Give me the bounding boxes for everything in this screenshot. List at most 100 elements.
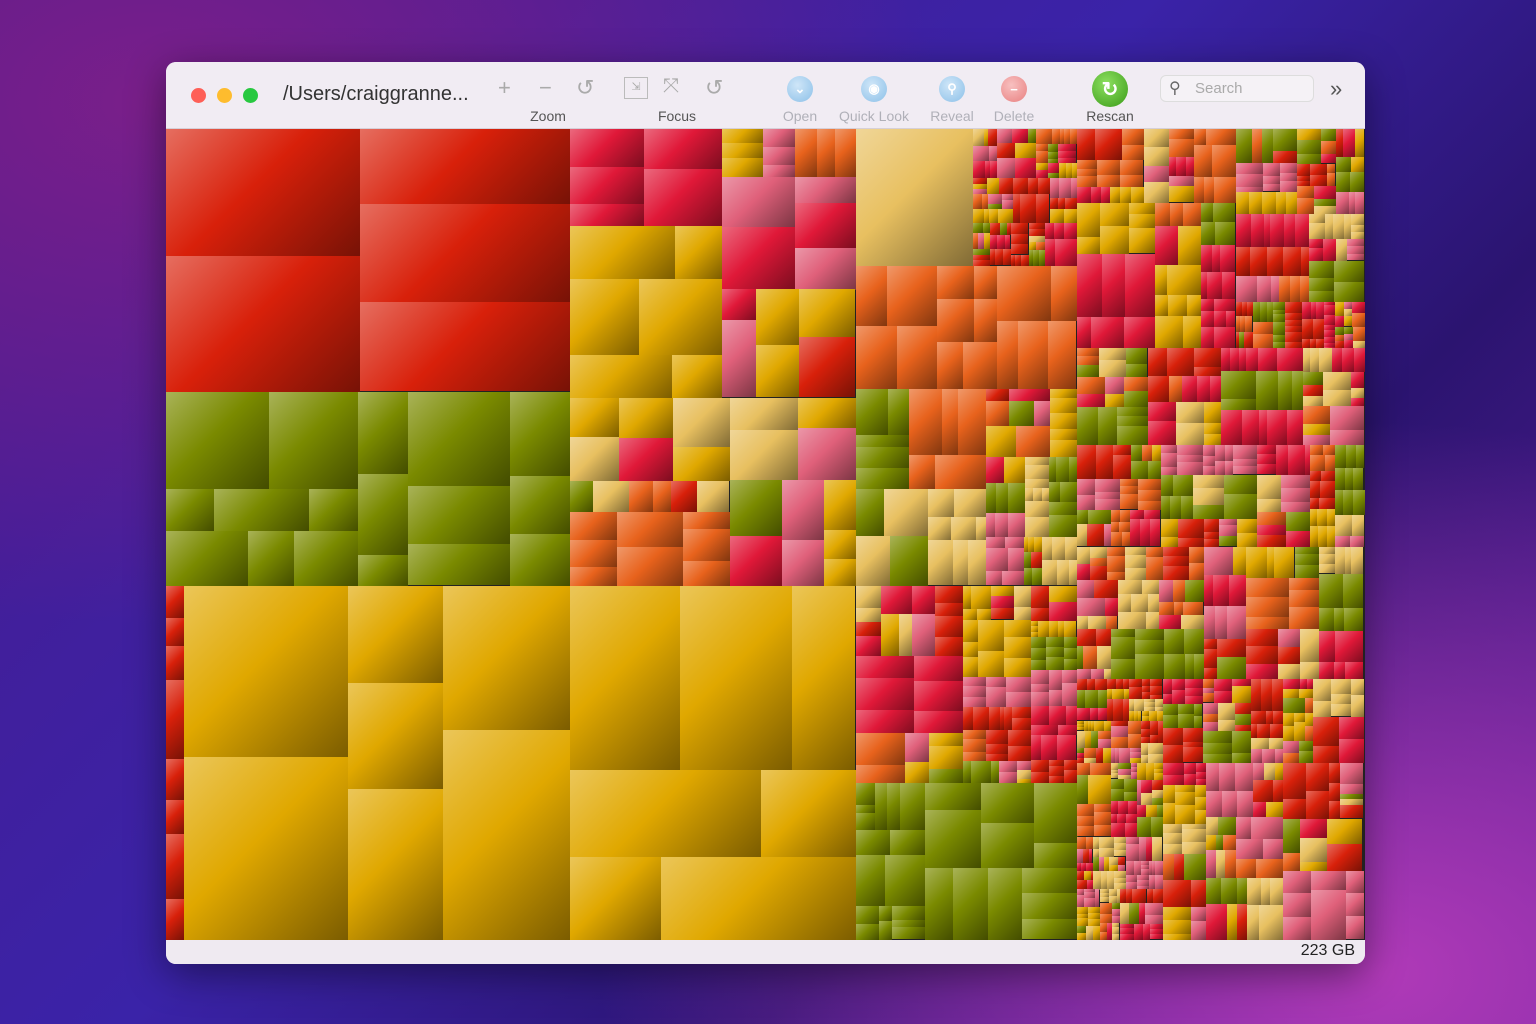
file-block[interactable] xyxy=(1025,457,1049,465)
file-block[interactable] xyxy=(1109,896,1117,903)
file-block[interactable] xyxy=(1173,580,1185,602)
file-block[interactable] xyxy=(1354,348,1365,372)
file-block[interactable] xyxy=(798,398,856,428)
file-block[interactable] xyxy=(570,226,675,279)
file-block[interactable] xyxy=(795,129,817,177)
file-block[interactable] xyxy=(1286,512,1310,531)
file-block[interactable] xyxy=(1077,926,1086,933)
file-block[interactable] xyxy=(1319,498,1335,509)
file-block[interactable] xyxy=(1203,445,1215,456)
focus-out-icon[interactable]: ⤧ xyxy=(663,75,679,97)
file-block[interactable] xyxy=(1095,492,1120,499)
file-block[interactable] xyxy=(1141,793,1152,805)
file-block[interactable] xyxy=(1077,580,1094,598)
file-block[interactable] xyxy=(1351,679,1364,695)
file-block[interactable] xyxy=(1300,838,1327,862)
file-block[interactable] xyxy=(184,586,348,757)
file-block[interactable] xyxy=(1204,575,1213,606)
file-block[interactable] xyxy=(1212,145,1236,177)
file-block[interactable] xyxy=(570,512,617,540)
file-block[interactable] xyxy=(1077,187,1091,203)
file-block[interactable] xyxy=(1123,699,1129,721)
file-block[interactable] xyxy=(1321,154,1336,163)
file-block[interactable] xyxy=(1242,410,1259,445)
file-block[interactable] xyxy=(1095,889,1099,907)
file-block[interactable] xyxy=(1189,547,1204,563)
file-block[interactable] xyxy=(875,783,887,830)
file-block[interactable] xyxy=(1272,679,1283,711)
file-block[interactable] xyxy=(1000,223,1007,235)
file-block[interactable] xyxy=(1109,889,1117,896)
file-block[interactable] xyxy=(1049,502,1077,515)
file-block[interactable] xyxy=(1257,445,1276,454)
file-block[interactable] xyxy=(1349,192,1355,214)
file-block[interactable] xyxy=(1008,746,1031,761)
file-block[interactable] xyxy=(1034,401,1050,426)
file-block[interactable] xyxy=(824,480,857,530)
file-block[interactable] xyxy=(1100,932,1107,940)
file-block[interactable] xyxy=(1201,311,1214,327)
file-block[interactable] xyxy=(1163,763,1184,775)
file-block[interactable] xyxy=(1309,291,1334,302)
file-block[interactable] xyxy=(1237,904,1247,940)
file-block[interactable] xyxy=(1050,440,1077,457)
file-block[interactable] xyxy=(1077,690,1085,708)
file-block[interactable] xyxy=(976,517,987,540)
file-block[interactable] xyxy=(1351,547,1363,574)
file-block[interactable] xyxy=(1163,775,1184,785)
file-block[interactable] xyxy=(1175,805,1195,824)
file-block[interactable] xyxy=(1100,893,1109,897)
file-block[interactable] xyxy=(1331,704,1351,716)
file-block[interactable] xyxy=(1163,728,1183,745)
file-block[interactable] xyxy=(1163,566,1189,580)
file-block[interactable] xyxy=(1150,929,1163,934)
file-block[interactable] xyxy=(1041,735,1057,760)
file-block[interactable] xyxy=(824,559,857,586)
file-block[interactable] xyxy=(1307,679,1313,689)
file-block[interactable] xyxy=(1263,184,1280,191)
file-block[interactable] xyxy=(1077,880,1087,890)
file-block[interactable] xyxy=(1339,717,1364,739)
file-block[interactable] xyxy=(1118,857,1125,865)
file-block[interactable] xyxy=(1111,773,1118,778)
file-block[interactable] xyxy=(1058,725,1077,735)
file-block[interactable] xyxy=(1077,129,1095,160)
file-block[interactable] xyxy=(1150,686,1162,695)
file-block[interactable] xyxy=(510,476,570,534)
file-block[interactable] xyxy=(928,517,951,540)
file-block[interactable] xyxy=(1191,907,1206,921)
file-block[interactable] xyxy=(1006,692,1031,707)
file-block[interactable] xyxy=(991,596,1014,608)
file-block[interactable] xyxy=(1236,174,1263,187)
file-block[interactable] xyxy=(1137,817,1151,837)
file-block[interactable] xyxy=(1335,445,1346,468)
file-block[interactable] xyxy=(1077,914,1088,918)
file-block[interactable] xyxy=(1142,679,1150,686)
file-block[interactable] xyxy=(1117,416,1148,426)
file-block[interactable] xyxy=(1100,923,1107,932)
file-block[interactable] xyxy=(1191,880,1206,907)
file-block[interactable] xyxy=(1335,468,1345,490)
file-block[interactable] xyxy=(1353,468,1363,490)
file-block[interactable] xyxy=(1050,178,1059,198)
file-block[interactable] xyxy=(1176,423,1204,446)
file-block[interactable] xyxy=(673,398,730,447)
file-block[interactable] xyxy=(1077,237,1100,254)
file-block[interactable] xyxy=(1120,934,1134,940)
file-block[interactable] xyxy=(1246,629,1278,646)
file-block[interactable] xyxy=(1094,812,1111,825)
file-block[interactable] xyxy=(1204,532,1219,539)
file-block[interactable] xyxy=(1111,770,1118,773)
file-block[interactable] xyxy=(675,226,722,279)
file-block[interactable] xyxy=(1310,455,1325,471)
file-block[interactable] xyxy=(1303,348,1310,372)
file-block[interactable] xyxy=(1062,683,1077,706)
file-block[interactable] xyxy=(1025,479,1049,488)
file-block[interactable] xyxy=(1114,883,1126,890)
file-block[interactable] xyxy=(1320,481,1335,498)
file-block[interactable] xyxy=(1028,178,1038,194)
file-block[interactable] xyxy=(1339,739,1364,763)
file-block[interactable] xyxy=(856,326,897,389)
file-block[interactable] xyxy=(1246,578,1289,597)
file-block[interactable] xyxy=(1178,226,1201,265)
